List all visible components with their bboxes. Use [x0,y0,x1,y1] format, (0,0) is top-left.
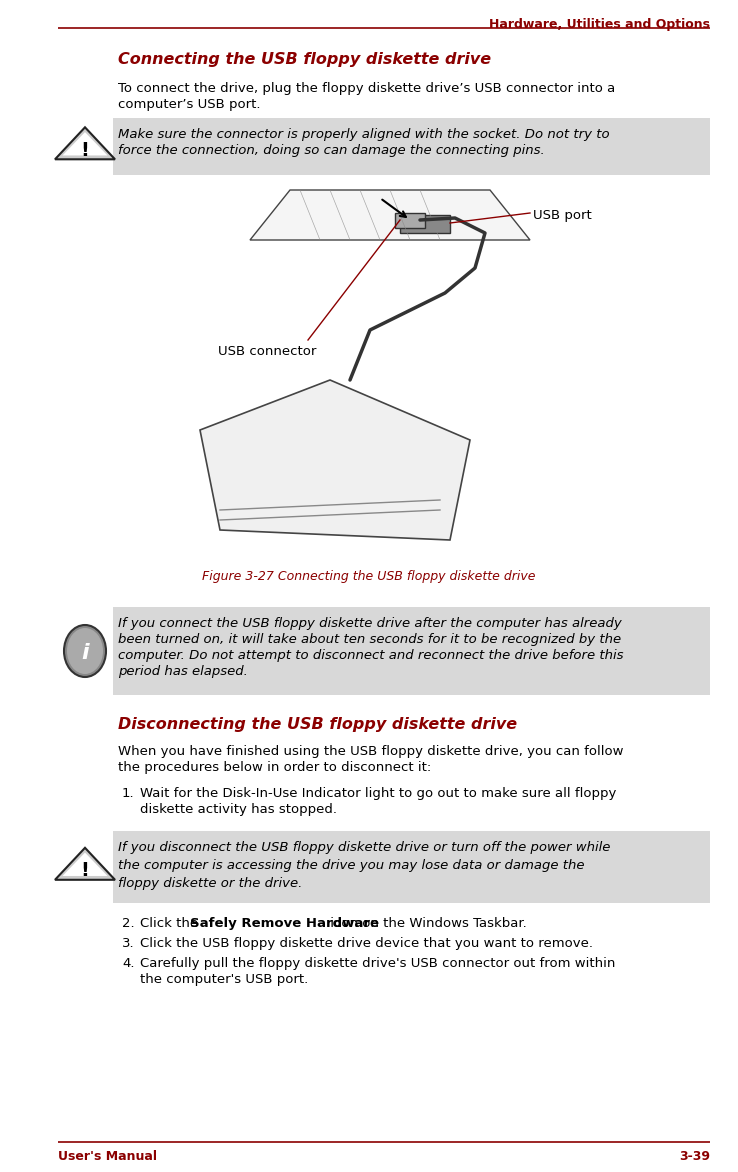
Text: User's Manual: User's Manual [58,1150,157,1163]
Ellipse shape [67,628,103,674]
Text: Wait for the Disk-In-Use Indicator light to go out to make sure all floppy: Wait for the Disk-In-Use Indicator light… [140,788,616,800]
Text: floppy diskette or the drive.: floppy diskette or the drive. [118,877,303,890]
FancyBboxPatch shape [395,213,425,229]
Text: Figure 3-27 Connecting the USB floppy diskette drive: Figure 3-27 Connecting the USB floppy di… [202,570,536,582]
Text: force the connection, doing so can damage the connecting pins.: force the connection, doing so can damag… [118,144,545,157]
Text: 2.: 2. [122,917,134,931]
Text: If you connect the USB floppy diskette drive after the computer has already: If you connect the USB floppy diskette d… [118,616,621,631]
FancyBboxPatch shape [113,607,710,695]
Text: Hardware, Utilities and Options: Hardware, Utilities and Options [489,18,710,30]
Text: When you have finished using the USB floppy diskette drive, you can follow: When you have finished using the USB flo… [118,745,624,758]
Text: Disconnecting the USB floppy diskette drive: Disconnecting the USB floppy diskette dr… [118,717,517,732]
Text: 4.: 4. [122,958,134,970]
FancyBboxPatch shape [113,831,710,902]
Text: Connecting the USB floppy diskette drive: Connecting the USB floppy diskette drive [118,52,491,67]
Text: i: i [81,643,89,663]
Text: Click the USB floppy diskette drive device that you want to remove.: Click the USB floppy diskette drive devi… [140,936,593,950]
Text: Click the: Click the [140,917,202,931]
Text: Make sure the connector is properly aligned with the socket. Do not try to: Make sure the connector is properly alig… [118,128,610,141]
Text: 1.: 1. [122,788,134,800]
Text: To connect the drive, plug the floppy diskette drive’s USB connector into a: To connect the drive, plug the floppy di… [118,82,615,95]
FancyBboxPatch shape [400,214,450,233]
Text: computer. Do not attempt to disconnect and reconnect the drive before this: computer. Do not attempt to disconnect a… [118,649,624,662]
Ellipse shape [64,625,106,677]
Text: icon on the Windows Taskbar.: icon on the Windows Taskbar. [326,917,527,931]
Text: the procedures below in order to disconnect it:: the procedures below in order to disconn… [118,761,431,774]
FancyBboxPatch shape [113,118,710,175]
Text: !: ! [80,141,89,161]
Text: USB connector: USB connector [218,345,317,357]
Polygon shape [63,852,108,875]
Text: been turned on, it will take about ten seconds for it to be recognized by the: been turned on, it will take about ten s… [118,633,621,646]
Text: 3-39: 3-39 [679,1150,710,1163]
Text: Carefully pull the floppy diskette drive's USB connector out from within: Carefully pull the floppy diskette drive… [140,958,615,970]
Polygon shape [55,847,115,880]
Text: !: ! [80,861,89,880]
Polygon shape [200,380,470,540]
Text: 3.: 3. [122,936,134,950]
Text: USB port: USB port [533,209,592,222]
Text: computer’s USB port.: computer’s USB port. [118,98,261,111]
Text: the computer's USB port.: the computer's USB port. [140,973,308,986]
Polygon shape [55,128,115,159]
Text: If you disconnect the USB floppy diskette drive or turn off the power while: If you disconnect the USB floppy diskett… [118,841,610,854]
Polygon shape [63,132,108,156]
Polygon shape [250,190,530,240]
Text: the computer is accessing the drive you may lose data or damage the: the computer is accessing the drive you … [118,859,584,872]
Text: Safely Remove Hardware: Safely Remove Hardware [190,917,379,931]
Text: diskette activity has stopped.: diskette activity has stopped. [140,803,337,816]
Text: period has elapsed.: period has elapsed. [118,665,248,677]
